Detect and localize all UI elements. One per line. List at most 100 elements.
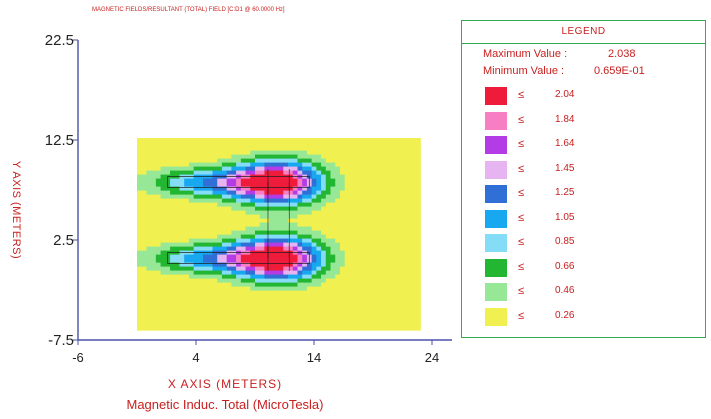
heatmap-cell <box>212 238 218 243</box>
heatmap-cell <box>264 314 270 319</box>
heatmap-cell <box>311 210 317 215</box>
heatmap-cell <box>373 162 379 167</box>
heatmap-cell <box>236 166 242 171</box>
heatmap-cell <box>198 142 204 147</box>
heatmap-cell <box>240 226 247 231</box>
heatmap-cell <box>373 262 379 267</box>
heatmap-cell <box>255 146 261 151</box>
heatmap-cell <box>330 290 336 295</box>
heatmap-cell <box>160 182 166 187</box>
heatmap-cell <box>382 218 388 223</box>
heatmap-cell <box>368 250 374 255</box>
heatmap-cell <box>325 286 332 291</box>
heatmap-cell <box>306 294 313 299</box>
heatmap-cell <box>387 150 393 155</box>
heatmap-cell <box>255 222 261 227</box>
heatmap-cell <box>273 138 280 143</box>
heatmap-cell <box>155 202 162 207</box>
heatmap-cell <box>316 198 322 203</box>
heatmap-cell <box>321 306 327 311</box>
heatmap-cell <box>349 294 355 299</box>
heatmap-cell <box>415 194 421 199</box>
heatmap-cell <box>382 178 388 183</box>
heatmap-cell <box>316 322 322 327</box>
heatmap-cell <box>335 218 341 223</box>
heatmap-cell <box>165 214 171 219</box>
legend-le-symbol: ≤ <box>518 187 525 199</box>
heatmap-cell <box>146 274 152 279</box>
heatmap-cell <box>339 194 346 199</box>
heatmap-cell <box>283 142 289 147</box>
heatmap-cell <box>349 286 355 291</box>
heatmap-cell <box>283 214 289 219</box>
heatmap-cell <box>273 270 280 275</box>
heatmap-cell <box>240 154 247 159</box>
heatmap-cell <box>410 242 417 247</box>
heatmap-cell <box>236 306 242 311</box>
heatmap-cell <box>330 242 336 247</box>
heatmap-cell <box>377 306 384 311</box>
heatmap-cell <box>368 138 374 143</box>
heatmap-cell <box>203 294 209 299</box>
heatmap-cell <box>358 230 365 235</box>
heatmap-cell <box>179 202 185 207</box>
heatmap-cell <box>377 258 384 263</box>
heatmap-cell <box>151 306 157 311</box>
heatmap-cell <box>221 294 228 299</box>
heatmap-cell <box>335 142 341 147</box>
heatmap-cell <box>396 290 402 295</box>
heatmap-cell <box>269 158 275 163</box>
heatmap-cell <box>184 202 190 207</box>
heatmap-cell <box>330 218 336 223</box>
heatmap-cell <box>188 202 195 207</box>
heatmap-cell <box>193 314 199 319</box>
heatmap-cell <box>339 206 346 211</box>
heatmap-cell <box>321 162 327 167</box>
heatmap-cell <box>193 298 199 303</box>
heatmap-cell <box>250 158 256 163</box>
heatmap-cell <box>391 234 398 239</box>
heatmap-cell <box>330 282 336 287</box>
legend-value: 1.45 <box>555 162 575 174</box>
heatmap-cell <box>141 194 148 199</box>
heatmap-cell <box>325 278 332 283</box>
heatmap-cell <box>221 182 228 187</box>
heatmap-cell <box>396 326 402 331</box>
heatmap-cell <box>245 230 251 235</box>
heatmap-cell <box>170 282 176 287</box>
heatmap-cell <box>155 322 162 327</box>
heatmap-cell <box>170 242 176 247</box>
heatmap-cell <box>363 322 369 327</box>
heatmap-cell <box>137 190 143 195</box>
heatmap-cell <box>410 262 417 267</box>
heatmap-cell <box>188 198 195 203</box>
heatmap-cell <box>226 218 232 223</box>
heatmap-cell <box>377 222 384 227</box>
heatmap-cell <box>387 274 393 279</box>
heatmap-cell <box>363 150 369 155</box>
heatmap-cell <box>297 210 303 215</box>
heatmap-cell <box>151 146 157 151</box>
heatmap-cell <box>302 202 308 207</box>
heatmap-cell <box>335 158 341 163</box>
heatmap-cell <box>297 326 303 331</box>
heatmap-cell <box>321 206 327 211</box>
heatmap-cell <box>250 150 256 155</box>
heatmap-cell <box>259 222 266 227</box>
heatmap-cell <box>255 198 261 203</box>
heatmap-cell <box>207 206 214 211</box>
heatmap-cell <box>377 146 384 151</box>
heatmap-cell <box>207 318 214 323</box>
heatmap-cell <box>373 154 379 159</box>
heatmap-cell <box>391 174 398 179</box>
heatmap-cell <box>141 302 148 307</box>
heatmap-cell <box>325 266 332 271</box>
heatmap-cell <box>330 158 336 163</box>
heatmap-cell <box>231 138 237 143</box>
heatmap-cell <box>151 258 157 263</box>
heatmap-cell <box>236 198 242 203</box>
heatmap-cell <box>264 262 270 267</box>
heatmap-cell <box>179 326 185 331</box>
heatmap-cell <box>335 190 341 195</box>
heatmap-cell <box>321 326 327 331</box>
